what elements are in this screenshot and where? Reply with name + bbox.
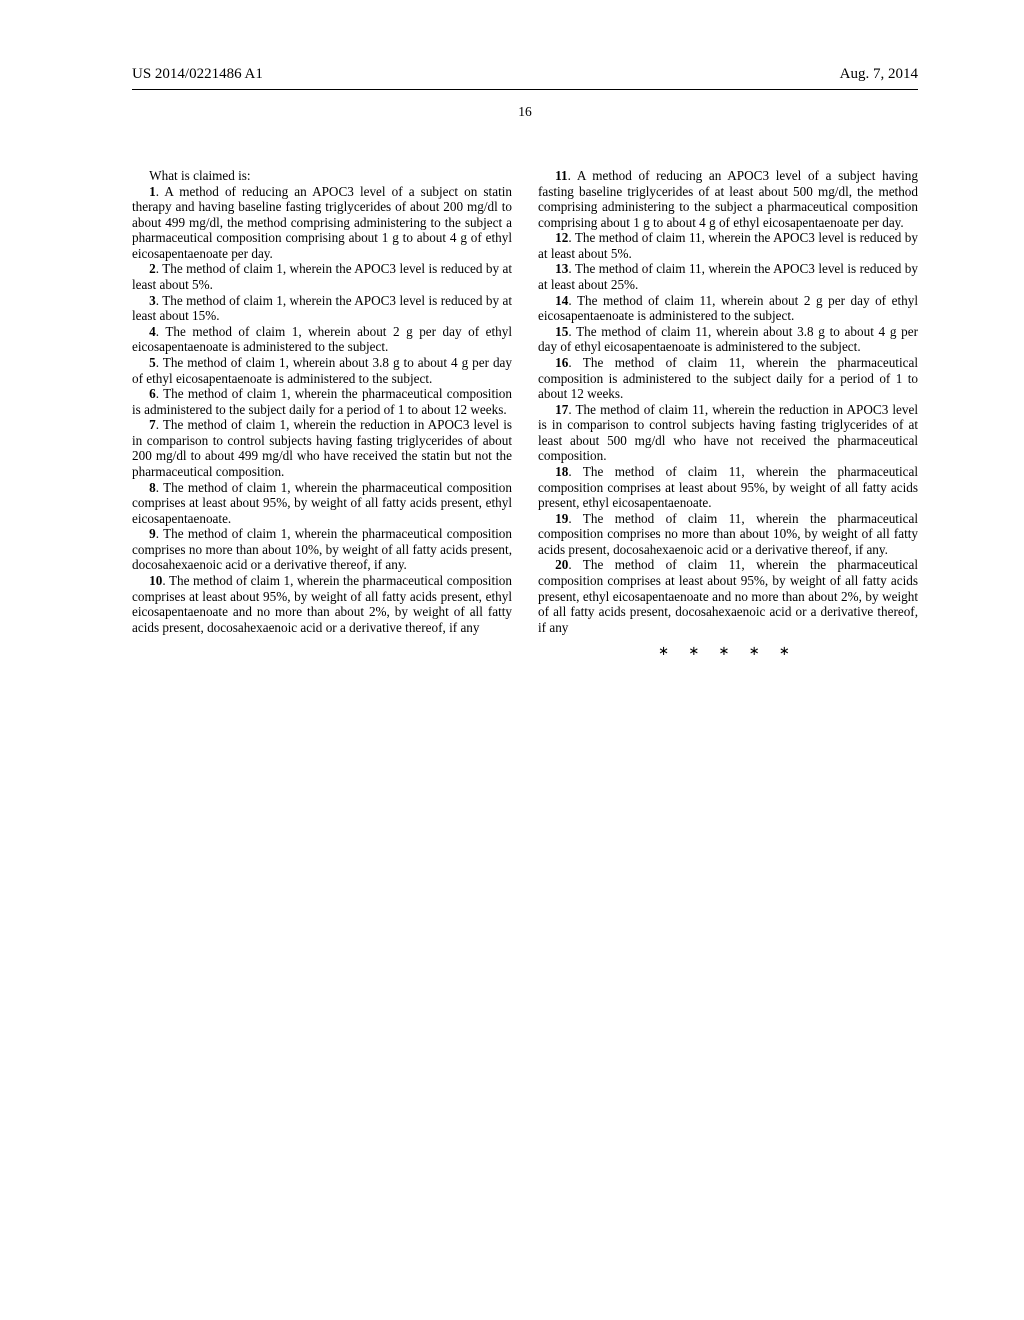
claim-number: 1 xyxy=(149,184,156,199)
claim-text: . The method of claim 1, wherein the pha… xyxy=(132,480,512,526)
claim-text: . The method of claim 1, wherein about 3… xyxy=(132,355,512,386)
claim: 13. The method of claim 11, wherein the … xyxy=(538,261,918,292)
claim-text: . The method of claim 11, wherein the re… xyxy=(538,402,918,464)
claim-number: 20 xyxy=(555,557,568,572)
claim-number: 8 xyxy=(149,480,156,495)
claim-number: 9 xyxy=(149,526,156,541)
claim: 11. A method of reducing an APOC3 level … xyxy=(538,168,918,230)
page-number: 16 xyxy=(132,104,918,120)
header-rule xyxy=(132,89,918,90)
claim-number: 10 xyxy=(149,573,162,588)
claim-text: . The method of claim 1, wherein the pha… xyxy=(132,386,512,417)
claim: 8. The method of claim 1, wherein the ph… xyxy=(132,480,512,527)
claim: 1. A method of reducing an APOC3 level o… xyxy=(132,184,512,262)
claim-text: . The method of claim 11, wherein the ph… xyxy=(538,557,918,634)
claim: 15. The method of claim 11, wherein abou… xyxy=(538,324,918,355)
publication-date: Aug. 7, 2014 xyxy=(840,66,918,83)
claim-text: . The method of claim 1, wherein the APO… xyxy=(132,261,512,292)
claim-number: 13 xyxy=(555,261,568,276)
claim-text: . The method of claim 1, wherein the pha… xyxy=(132,526,512,572)
claim-text: . The method of claim 11, wherein the ph… xyxy=(538,355,918,401)
claim: 16. The method of claim 11, wherein the … xyxy=(538,355,918,402)
claims-body: What is claimed is: 1. A method of reduc… xyxy=(132,168,918,659)
claim: 17. The method of claim 11, wherein the … xyxy=(538,402,918,464)
claim-text: . A method of reducing an APOC3 level of… xyxy=(132,184,512,261)
claim-number: 15 xyxy=(555,324,568,339)
claim-text: . The method of claim 11, wherein the AP… xyxy=(538,230,918,261)
claim: 19. The method of claim 11, wherein the … xyxy=(538,511,918,558)
end-marks: ∗ ∗ ∗ ∗ ∗ xyxy=(538,643,918,659)
claim-number: 7 xyxy=(149,417,156,432)
claim-text: . The method of claim 1, wherein the APO… xyxy=(132,293,512,324)
claim-number: 11 xyxy=(555,168,567,183)
claim: 14. The method of claim 11, wherein abou… xyxy=(538,293,918,324)
claims-intro: What is claimed is: xyxy=(132,168,512,184)
claim-text: . The method of claim 11, wherein the ph… xyxy=(538,464,918,510)
claim: 9. The method of claim 1, wherein the ph… xyxy=(132,526,512,573)
claim: 4. The method of claim 1, wherein about … xyxy=(132,324,512,355)
claim: 3. The method of claim 1, wherein the AP… xyxy=(132,293,512,324)
claim-number: 3 xyxy=(149,293,156,308)
claim: 6. The method of claim 1, wherein the ph… xyxy=(132,386,512,417)
claim: 7. The method of claim 1, wherein the re… xyxy=(132,417,512,479)
claim-text: . The method of claim 1, wherein the pha… xyxy=(132,573,512,635)
claim-text: . The method of claim 11, wherein about … xyxy=(538,293,918,324)
claim-number: 2 xyxy=(149,261,156,276)
claim-text: . The method of claim 11, wherein the ph… xyxy=(538,511,918,557)
claim-number: 12 xyxy=(555,230,568,245)
claim: 2. The method of claim 1, wherein the AP… xyxy=(132,261,512,292)
claim-text: . The method of claim 11, wherein the AP… xyxy=(538,261,918,292)
claim-text: . The method of claim 11, wherein about … xyxy=(538,324,918,355)
claim: 12. The method of claim 11, wherein the … xyxy=(538,230,918,261)
claim: 5. The method of claim 1, wherein about … xyxy=(132,355,512,386)
patent-header: US 2014/0221486 A1 Aug. 7, 2014 xyxy=(132,66,918,83)
claim-text: . The method of claim 1, wherein about 2… xyxy=(132,324,512,355)
publication-number: US 2014/0221486 A1 xyxy=(132,66,263,83)
claim-number: 6 xyxy=(149,386,156,401)
claim-number: 18 xyxy=(555,464,568,479)
claim: 20. The method of claim 11, wherein the … xyxy=(538,557,918,635)
claim-text: . A method of reducing an APOC3 level of… xyxy=(538,168,918,230)
claim-number: 19 xyxy=(555,511,568,526)
claim-number: 16 xyxy=(555,355,568,370)
claim-number: 5 xyxy=(149,355,156,370)
claim-number: 4 xyxy=(149,324,156,339)
claim-number: 17 xyxy=(555,402,568,417)
claim-text: . The method of claim 1, wherein the red… xyxy=(132,417,512,479)
claim: 18. The method of claim 11, wherein the … xyxy=(538,464,918,511)
claim: 10. The method of claim 1, wherein the p… xyxy=(132,573,512,635)
claim-number: 14 xyxy=(555,293,568,308)
